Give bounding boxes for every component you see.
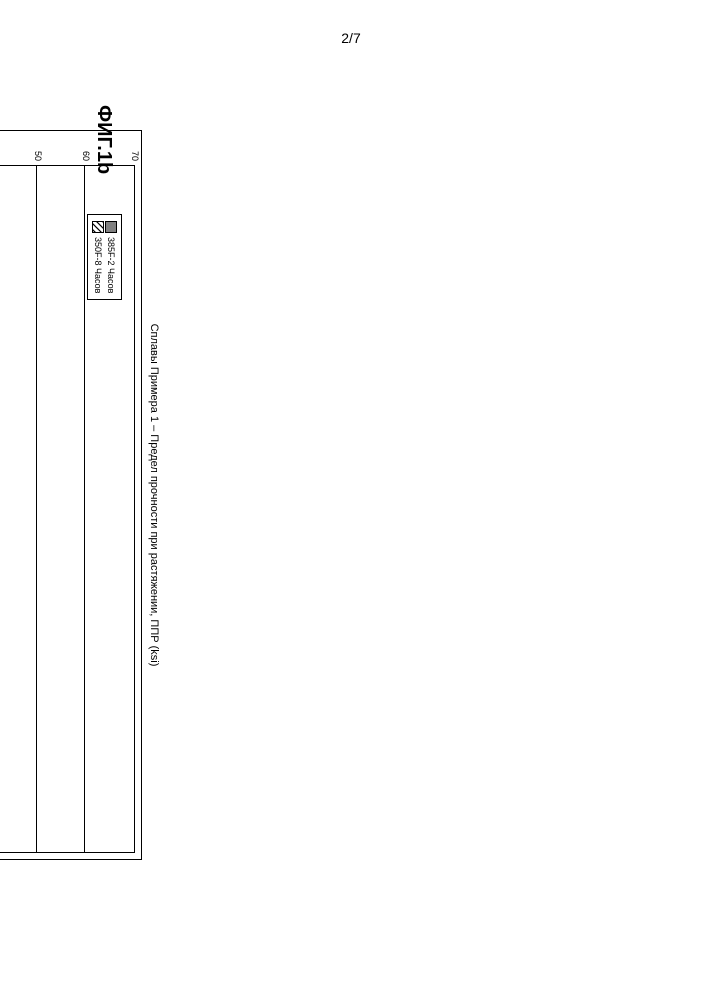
legend-item: 350F-8 Часов [92, 221, 104, 293]
gridline [36, 166, 37, 852]
y-tick-label: 50 [33, 137, 43, 161]
y-tick-label: 70 [130, 137, 140, 161]
legend-swatch-icon [105, 221, 117, 233]
page-number: 2/7 [341, 30, 360, 46]
legend-swatch-icon [92, 221, 104, 233]
legend-label: 350F-8 Часов [93, 237, 103, 293]
chart-title: Сплавы Примера 1 – Предел прочности при … [148, 130, 160, 860]
y-tick-label: 60 [81, 137, 91, 161]
chart: Сплавы Примера 1 – Предел прочности при … [0, 130, 160, 860]
gridline [84, 166, 85, 852]
plot-area: 6xxx-1 (6061)6xxx-6 (6069)6xxx-26xxx-36x… [0, 165, 135, 853]
legend: 385F-2 Часов 350F-8 Часов [87, 214, 122, 300]
legend-label: 385F-2 Часов [106, 237, 116, 293]
legend-item: 385F-2 Часов [105, 221, 117, 293]
plot-wrap: Ksi 6xxx-1 (6061)6xxx-6 (6069)6xxx-26xxx… [0, 130, 142, 860]
